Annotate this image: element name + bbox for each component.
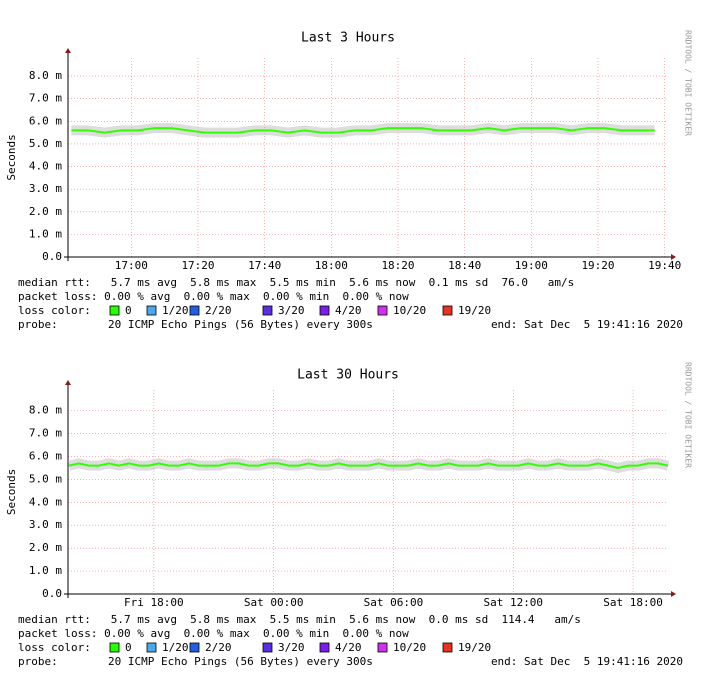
x-tick-label: 17:20 (181, 259, 214, 272)
chart-title: Last 30 Hours (297, 368, 399, 383)
loss-legend-label: 0 (125, 304, 132, 317)
chart-title: Last 3 Hours (301, 31, 395, 46)
axis-arrow (671, 591, 676, 597)
x-tick-label: 17:40 (248, 259, 281, 272)
loss-legend-label: 1/20 (162, 304, 189, 317)
x-tick-label: 17:00 (115, 259, 148, 272)
axis-arrow (671, 254, 676, 260)
loss-swatch (109, 642, 120, 653)
y-tick-label: 2.0 m (29, 205, 62, 218)
loss-legend-label: 10/20 (393, 304, 426, 317)
y-tick-label: 2.0 m (29, 541, 62, 554)
loss-swatch (442, 642, 453, 653)
loss-legend-label: 19/20 (458, 641, 491, 654)
loss-swatch (189, 642, 200, 653)
end-time: end: Sat Dec 5 19:41:16 2020 (491, 318, 683, 331)
loss-swatch (109, 305, 120, 316)
axis-arrow (65, 48, 71, 53)
loss-swatch (146, 305, 157, 316)
y-tick-label: 3.0 m (29, 518, 62, 531)
loss-legend-label: 2/20 (205, 641, 232, 654)
watermark: RRDTOOL / TOBI OETIKER (684, 30, 693, 136)
loss-stats: packet loss: 0.00 % avg 0.00 % max 0.00 … (18, 290, 409, 303)
y-tick-label: 7.0 m (29, 92, 62, 105)
loss-legend-label: 4/20 (335, 641, 362, 654)
loss-legend-label: 0 (125, 641, 132, 654)
y-tick-label: 1.0 m (29, 227, 62, 240)
y-tick-label: 4.0 m (29, 495, 62, 508)
rtt-stats: median rtt: 5.7 ms avg 5.8 ms max 5.5 ms… (18, 276, 574, 289)
x-tick-label: 18:40 (448, 259, 481, 272)
y-axis-label: Seconds (5, 134, 18, 180)
y-tick-label: 8.0 m (29, 69, 62, 82)
y-tick-label: 3.0 m (29, 182, 62, 195)
probe-label: probe: (18, 318, 58, 331)
y-tick-label: 0.0 (42, 587, 62, 600)
loss-legend-label: 4/20 (335, 304, 362, 317)
loss-legend-label: 2/20 (205, 304, 232, 317)
loss-legend-label: 3/20 (278, 641, 305, 654)
y-tick-label: 4.0 m (29, 160, 62, 173)
rtt-stats: median rtt: 5.7 ms avg 5.8 ms max 5.5 ms… (18, 613, 581, 626)
loss-swatch (319, 305, 330, 316)
y-tick-label: 6.0 m (29, 114, 62, 127)
loss-legend-label: 3/20 (278, 304, 305, 317)
loss-swatch (262, 305, 273, 316)
y-tick-label: 7.0 m (29, 427, 62, 440)
loss-legend-label: 19/20 (458, 304, 491, 317)
probe: 20 ICMP Echo Pings (56 Bytes) every 300s (108, 655, 373, 668)
y-tick-label: 5.0 m (29, 137, 62, 150)
y-tick-label: 6.0 m (29, 449, 62, 462)
x-tick-label: 19:20 (581, 259, 614, 272)
loss-stats: packet loss: 0.00 % avg 0.00 % max 0.00 … (18, 627, 409, 640)
loss-swatch (377, 305, 388, 316)
x-tick-label: Sat 18:00 (603, 596, 663, 609)
y-tick-label: 5.0 m (29, 472, 62, 485)
x-tick-label: Sat 06:00 (364, 596, 424, 609)
x-tick-label: 18:00 (315, 259, 348, 272)
loss-legend-label: 1/20 (162, 641, 189, 654)
median-line (71, 127, 655, 134)
loss-swatch (262, 642, 273, 653)
y-tick-label: 0.0 (42, 250, 62, 263)
x-tick-label: 19:00 (515, 259, 548, 272)
loss-swatch (319, 642, 330, 653)
x-tick-label: Fri 18:00 (124, 596, 184, 609)
end-time: end: Sat Dec 5 19:41:16 2020 (491, 655, 683, 668)
x-tick-label: 18:20 (381, 259, 414, 272)
y-tick-label: 1.0 m (29, 564, 62, 577)
x-tick-label: 19:40 (648, 259, 681, 272)
loss-swatch (146, 642, 157, 653)
loss-label: loss color: (18, 304, 91, 317)
loss-swatch (377, 642, 388, 653)
y-axis-label: Seconds (5, 469, 18, 515)
y-tick-label: 8.0 m (29, 404, 62, 417)
x-tick-label: Sat 00:00 (244, 596, 304, 609)
axis-arrow (65, 380, 71, 385)
loss-swatch (189, 305, 200, 316)
x-tick-label: Sat 12:00 (483, 596, 543, 609)
loss-swatch (442, 305, 453, 316)
watermark: RRDTOOL / TOBI OETIKER (684, 362, 693, 468)
loss-label: loss color: (18, 641, 91, 654)
loss-legend-label: 10/20 (393, 641, 426, 654)
probe: 20 ICMP Echo Pings (56 Bytes) every 300s (108, 318, 373, 331)
median-line (68, 462, 669, 469)
probe-label: probe: (18, 655, 58, 668)
